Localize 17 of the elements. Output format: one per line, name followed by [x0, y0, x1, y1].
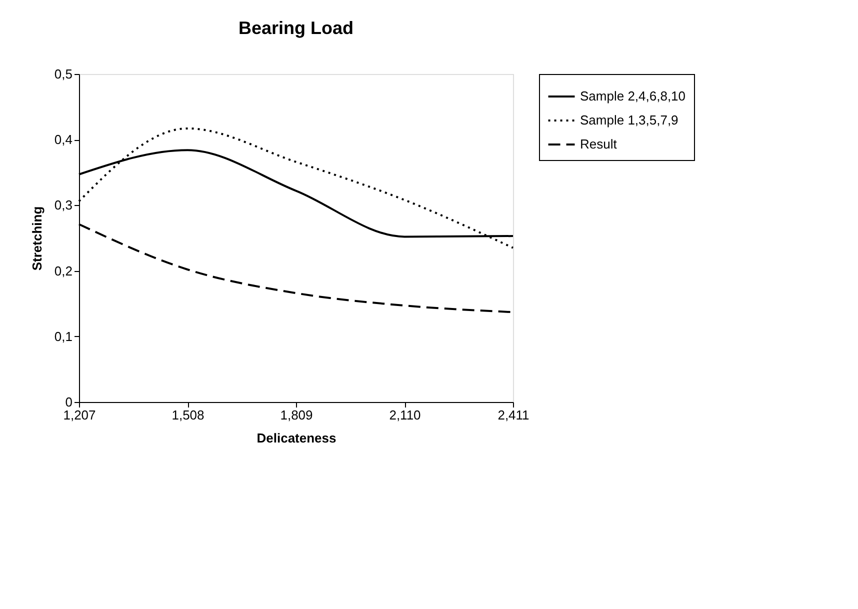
y-tick-label: 0,1	[54, 328, 72, 344]
legend-label: Sample 1,3,5,7,9	[580, 112, 678, 128]
y-tick-label: 0,3	[54, 198, 72, 213]
x-tick-label: 1,508	[172, 408, 204, 422]
x-tick-label: 1,207	[63, 408, 96, 422]
y-tick-label: 0,5	[54, 66, 72, 82]
y-tick-label: 0,4	[54, 132, 72, 148]
y-tick-label: 0,2	[54, 263, 72, 278]
x-tick-label: 2,411	[498, 408, 530, 422]
chart-title: Bearing Load	[238, 18, 354, 38]
y-axis-title: Stretching	[29, 206, 44, 271]
x-axis-title: Delicateness	[256, 430, 336, 446]
x-tick-label: 2,110	[389, 408, 421, 422]
legend-label: Result	[580, 136, 618, 152]
x-tick-label: 1,809	[280, 408, 313, 422]
legend-label: Sample 2,4,6,8,10	[580, 88, 686, 104]
y-tick-label: 0	[65, 394, 72, 410]
